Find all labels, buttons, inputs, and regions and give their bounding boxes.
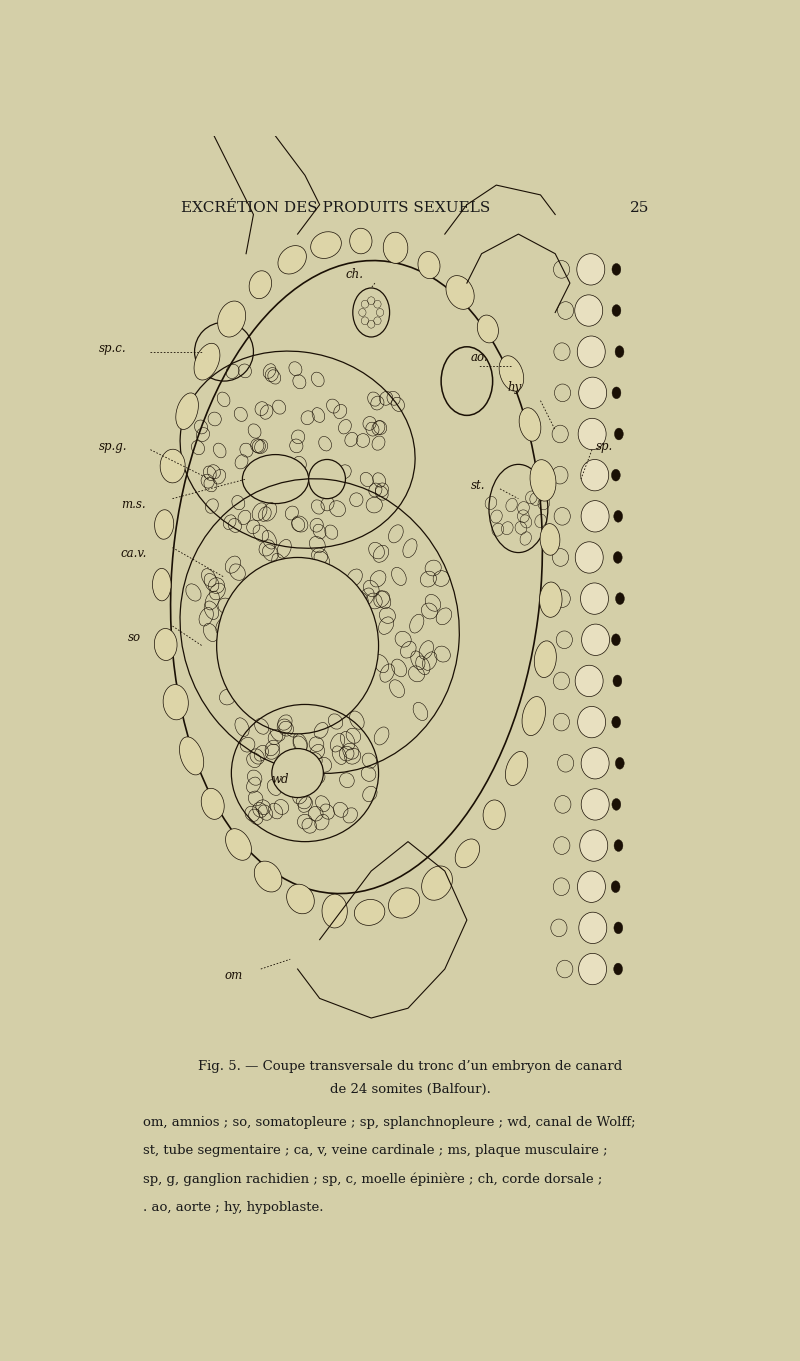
Ellipse shape <box>574 295 602 327</box>
Circle shape <box>614 840 623 852</box>
Circle shape <box>614 921 622 934</box>
Ellipse shape <box>578 336 606 367</box>
Text: ca.v.: ca.v. <box>121 547 147 561</box>
Text: ao.: ao. <box>470 351 488 365</box>
Ellipse shape <box>418 252 440 279</box>
Text: sp.g.: sp.g. <box>99 440 127 453</box>
Ellipse shape <box>254 862 282 891</box>
Ellipse shape <box>389 887 420 919</box>
Circle shape <box>613 675 622 687</box>
Text: hy: hy <box>507 381 522 393</box>
Circle shape <box>612 264 621 275</box>
Text: EXCRÉTION DES PRODUITS SEXUELS: EXCRÉTION DES PRODUITS SEXUELS <box>181 201 490 215</box>
Ellipse shape <box>322 894 347 928</box>
Text: 25: 25 <box>630 201 649 215</box>
Circle shape <box>615 346 624 358</box>
Ellipse shape <box>478 316 498 343</box>
Ellipse shape <box>483 800 506 829</box>
Ellipse shape <box>539 583 562 618</box>
Text: wd: wd <box>272 773 290 785</box>
Text: . ao, aorte ; hy, hypoblaste.: . ao, aorte ; hy, hypoblaste. <box>143 1200 324 1214</box>
Text: st, tube segmentaire ; ca, v, veine cardinale ; ms, plaque musculaire ;: st, tube segmentaire ; ca, v, veine card… <box>143 1145 608 1157</box>
Circle shape <box>614 551 622 563</box>
Ellipse shape <box>309 460 346 498</box>
Circle shape <box>612 799 621 810</box>
Circle shape <box>611 881 620 893</box>
Ellipse shape <box>522 697 546 735</box>
Ellipse shape <box>578 871 606 902</box>
Ellipse shape <box>422 866 453 900</box>
Ellipse shape <box>582 625 610 656</box>
Ellipse shape <box>455 838 479 868</box>
Ellipse shape <box>506 751 528 785</box>
Ellipse shape <box>218 301 246 338</box>
Ellipse shape <box>354 900 385 925</box>
Text: m.s.: m.s. <box>121 498 146 512</box>
Ellipse shape <box>582 789 609 821</box>
Ellipse shape <box>154 629 177 660</box>
Ellipse shape <box>575 542 603 573</box>
Ellipse shape <box>310 231 342 259</box>
Ellipse shape <box>202 788 224 819</box>
Circle shape <box>614 964 622 974</box>
Text: de 24 somites (Balfour).: de 24 somites (Balfour). <box>330 1083 490 1096</box>
Circle shape <box>612 716 621 728</box>
Ellipse shape <box>578 418 606 449</box>
Ellipse shape <box>217 558 378 734</box>
Ellipse shape <box>579 912 606 943</box>
Text: om, amnios ; so, somatopleure ; sp, splanchnopleure ; wd, canal de Wolff;: om, amnios ; so, somatopleure ; sp, spla… <box>143 1116 636 1128</box>
Circle shape <box>441 347 493 415</box>
Circle shape <box>615 757 624 769</box>
Ellipse shape <box>534 641 556 678</box>
Text: so: so <box>128 630 142 644</box>
Ellipse shape <box>581 501 609 532</box>
Text: sp.c.: sp.c. <box>99 342 126 355</box>
Ellipse shape <box>249 271 272 298</box>
Circle shape <box>614 510 622 523</box>
Ellipse shape <box>242 455 309 504</box>
Text: Fig. 5. — Coupe transversale du tronc d’un embryon de canard: Fig. 5. — Coupe transversale du tronc d’… <box>198 1060 622 1074</box>
Ellipse shape <box>575 666 603 697</box>
Ellipse shape <box>499 355 524 391</box>
Ellipse shape <box>153 569 171 600</box>
Ellipse shape <box>581 747 609 778</box>
Ellipse shape <box>350 229 372 253</box>
Ellipse shape <box>383 233 408 264</box>
Ellipse shape <box>446 275 474 309</box>
Ellipse shape <box>581 583 609 614</box>
Ellipse shape <box>530 460 556 501</box>
Ellipse shape <box>286 885 314 913</box>
Circle shape <box>612 387 621 399</box>
Ellipse shape <box>578 377 606 408</box>
Ellipse shape <box>272 749 323 798</box>
Ellipse shape <box>163 685 188 720</box>
Text: sp, g, ganglion rachidien ; sp, c, moelle épinière ; ch, corde dorsale ;: sp, g, ganglion rachidien ; sp, c, moell… <box>143 1172 602 1185</box>
Circle shape <box>611 470 620 480</box>
Ellipse shape <box>540 524 560 555</box>
Ellipse shape <box>160 449 185 483</box>
Ellipse shape <box>577 253 605 284</box>
Ellipse shape <box>179 736 204 774</box>
Ellipse shape <box>580 830 608 862</box>
Ellipse shape <box>176 393 198 430</box>
Circle shape <box>614 429 623 440</box>
Text: ch.: ch. <box>346 268 363 282</box>
Ellipse shape <box>578 953 606 985</box>
Circle shape <box>612 305 621 316</box>
Ellipse shape <box>578 706 606 738</box>
Ellipse shape <box>154 510 174 539</box>
Ellipse shape <box>194 343 220 380</box>
Ellipse shape <box>581 460 609 491</box>
Ellipse shape <box>278 245 306 274</box>
Text: sp.: sp. <box>596 440 613 453</box>
Ellipse shape <box>226 829 251 860</box>
Circle shape <box>611 634 620 645</box>
Ellipse shape <box>519 408 541 441</box>
Circle shape <box>615 593 624 604</box>
Text: st.: st. <box>470 479 485 491</box>
Text: om: om <box>224 969 242 981</box>
